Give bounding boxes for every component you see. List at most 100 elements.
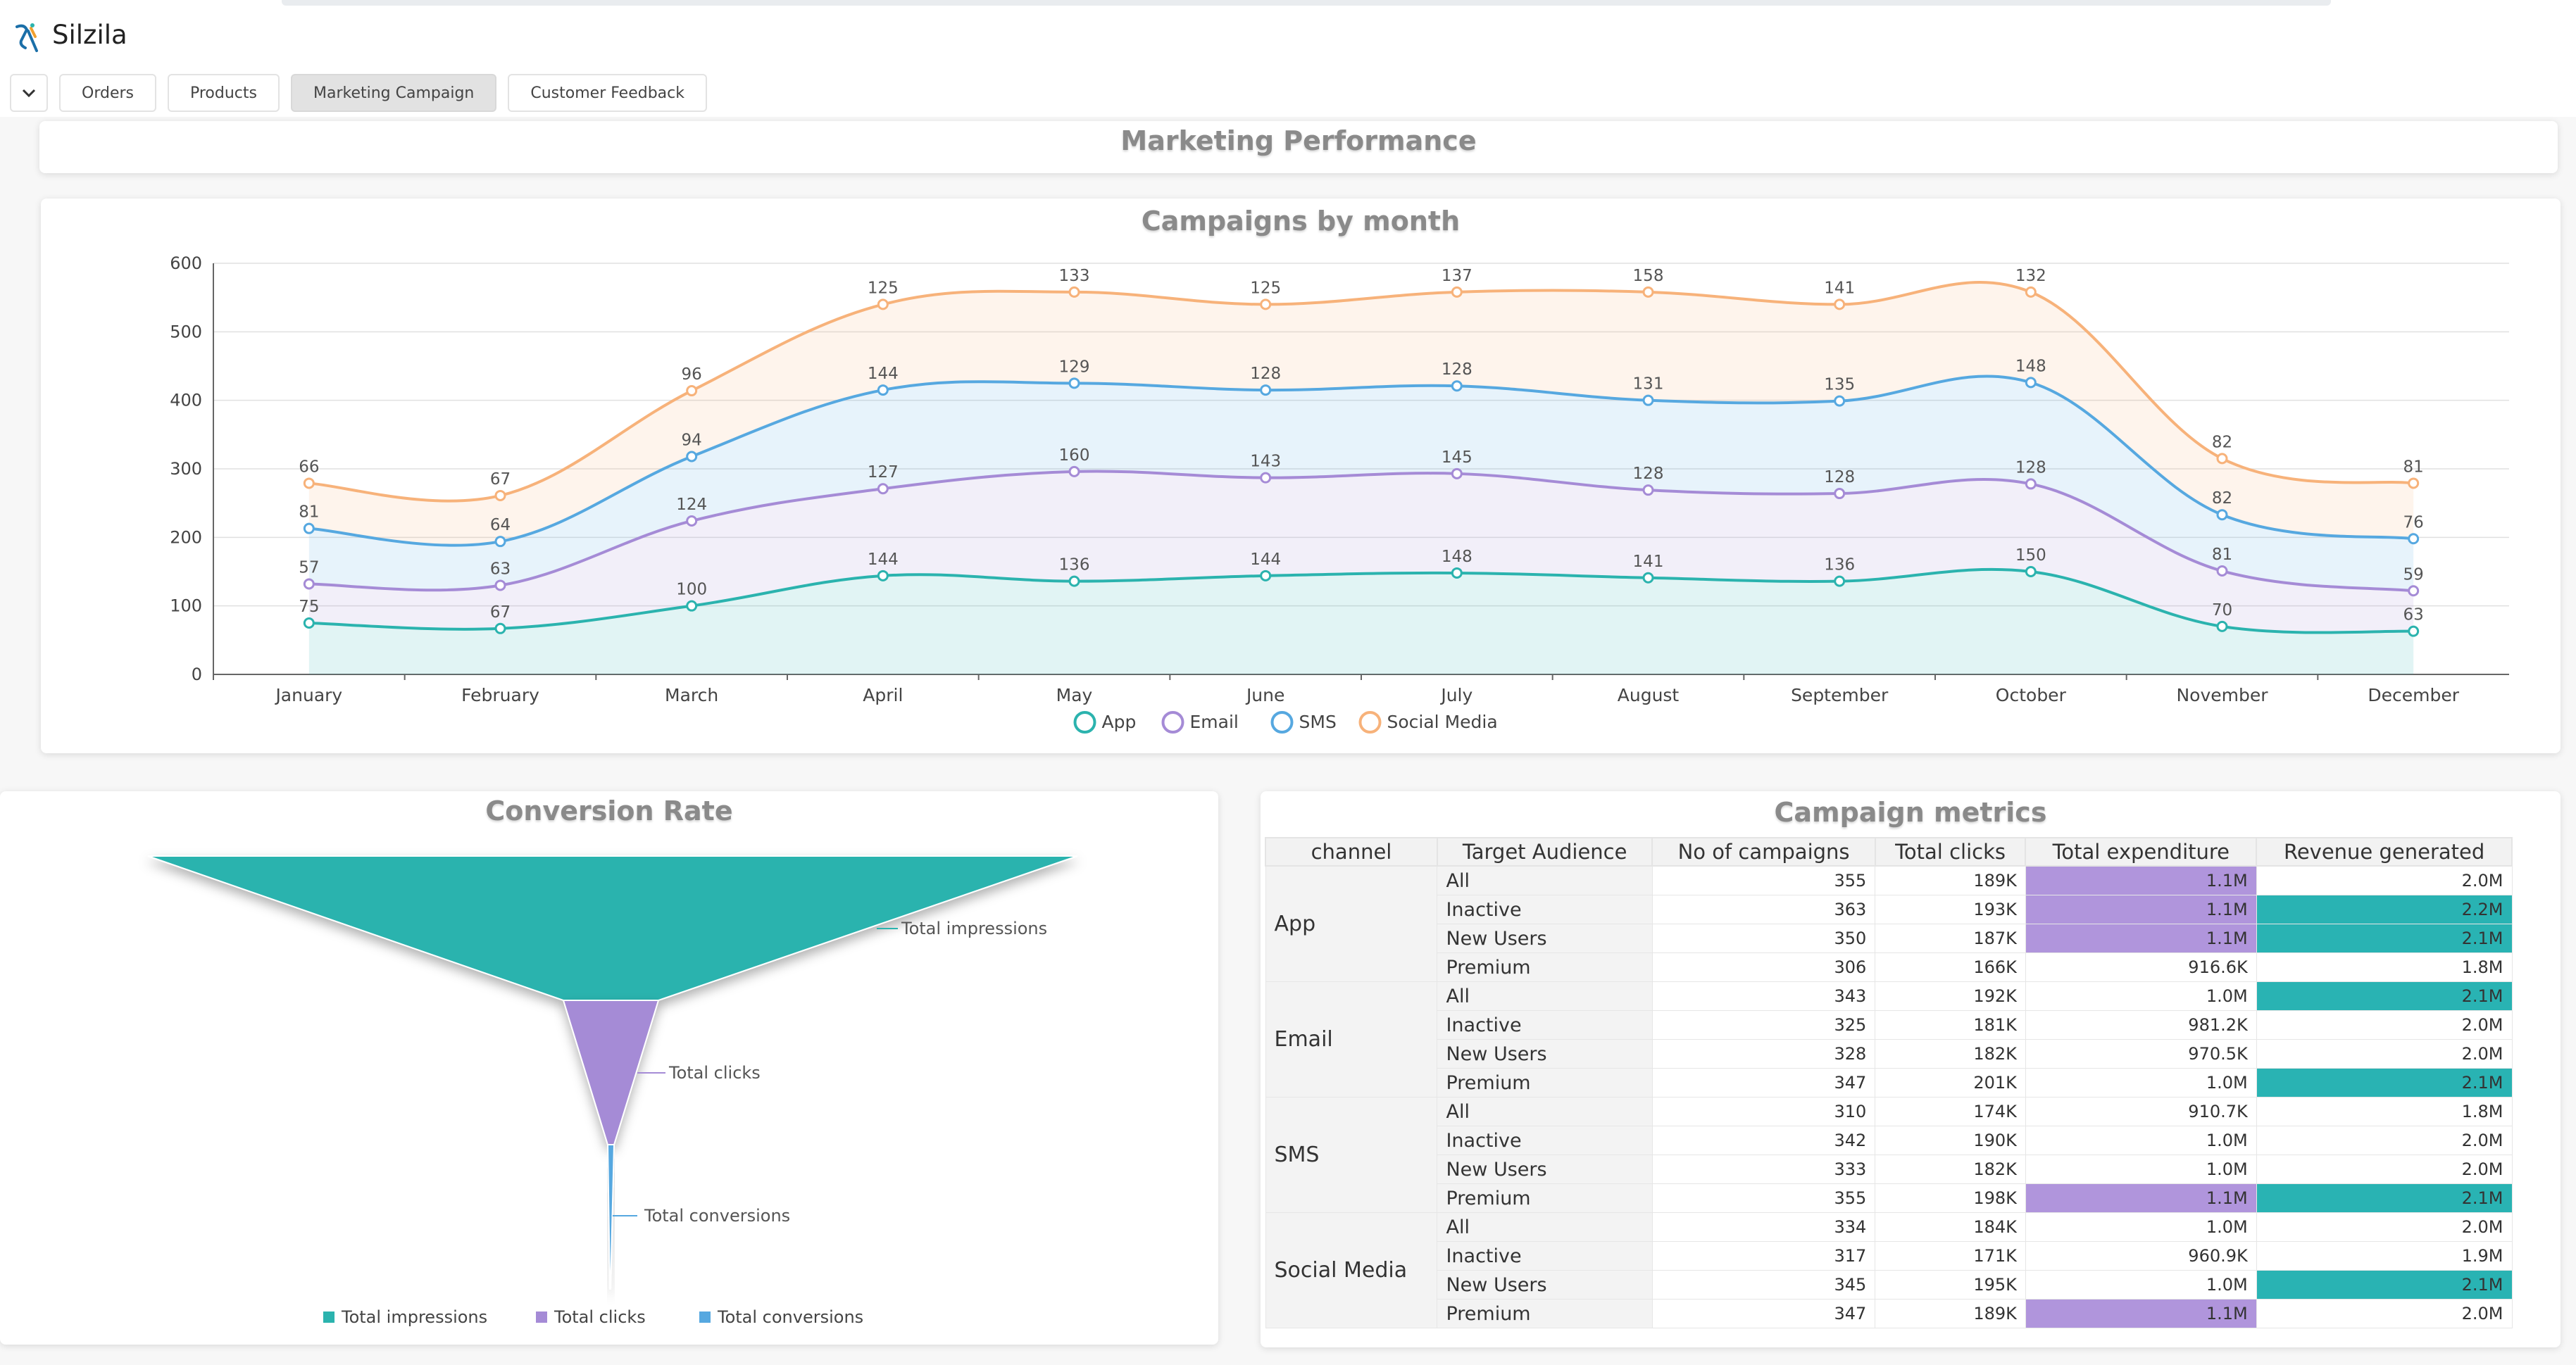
legend-marker [1073,711,1096,734]
column-header[interactable]: Revenue generated [2256,837,2513,867]
dashboard-title-card[interactable]: Marketing Performance [39,121,2558,173]
tab-marketing-campaign[interactable]: Marketing Campaign [290,74,497,112]
value-cell: 1.8M [2256,1097,2513,1126]
data-point [1834,298,1846,310]
table-row: Email All 343 192K 1.0M 2.1M [1265,981,2513,1097]
data-label: 129 [1059,358,1090,376]
funnel-title: Conversion Rate [485,795,733,826]
y-tick-label: 600 [170,253,202,273]
data-point [2025,478,2037,490]
table-row: New Users 350 187K 1.1M 2.1M [1265,924,2513,953]
funnel-stage-label: Total clicks [668,1063,761,1083]
data-point [1642,572,1654,584]
legend-marker [699,1311,711,1323]
data-point [2216,509,2228,521]
value-cell: 1.9M [2256,1241,2513,1271]
data-point [1260,298,1272,310]
data-label: 94 [682,431,702,449]
campaigns-line-chart: 0 100 200 300 400 500 600 January February March A… [170,253,2509,734]
data-label: 125 [868,279,899,297]
data-point [1068,377,1080,389]
value-cell: 363 [1651,895,1876,924]
value-cell: 2.1M [2256,1068,2513,1097]
tab-customer-feedback[interactable]: Customer Feedback [508,74,707,112]
table-row: New Users 328 182K 970.5K 2.0M [1265,1039,2513,1069]
data-point [1834,488,1846,500]
value-cell: 2.0M [2256,1299,2513,1328]
data-point [877,298,889,310]
column-header[interactable]: Target Audience [1436,837,1653,867]
value-cell: 1.1M [2025,1299,2257,1328]
channel-cell: App [1265,865,1438,982]
funnel-stage-label: Total impressions [901,919,1047,938]
value-cell: 187K [1875,924,2026,953]
audience-cell: New Users [1437,1270,1653,1300]
column-header[interactable]: Total expenditure [2025,837,2258,867]
campaigns-by-month-card[interactable]: Campaigns by month 0 100 200 300 400 500 600 Ja… [41,199,2561,753]
value-cell: 2.0M [2256,1212,2513,1242]
legend-marker [1358,711,1382,734]
value-cell: 1.0M [2025,981,2257,1011]
table-row: Premium 347 189K 1.1M 2.0M [1265,1299,2513,1328]
x-tick-label: May [1056,685,1093,705]
data-label: 64 [490,516,511,534]
data-label: 125 [1250,279,1281,297]
value-cell: 189K [1875,1299,2026,1328]
table-title: Campaign metrics [1774,797,2047,828]
conversion-rate-card[interactable]: Conversion Rate Total impressions Total c… [0,791,1218,1345]
area-email [308,471,2414,633]
data-label: 63 [2403,606,2424,624]
value-cell: 1.0M [2025,1212,2257,1242]
data-label: 128 [1250,365,1281,383]
audience-cell: Inactive [1437,895,1653,924]
data-labels: 75 67 100 144 136 144 148 141 136 150 70 63 57 63 124 1… [299,267,2424,624]
column-header[interactable]: No of campaigns [1651,837,1876,867]
data-point [1068,465,1080,477]
value-cell: 1.1M [2025,895,2257,924]
data-point [2408,477,2420,489]
data-label: 145 [1442,448,1473,467]
data-point [1642,484,1654,496]
data-point [494,489,506,501]
data-label: 57 [299,559,319,577]
value-cell: 328 [1651,1039,1876,1069]
x-tick-label: January [274,685,342,705]
value-cell: 2.1M [2256,1183,2513,1213]
audience-cell: Inactive [1437,1126,1653,1155]
data-point [2408,585,2420,597]
value-cell: 192K [1875,981,2026,1011]
value-cell: 2.0M [2256,1039,2513,1069]
value-cell: 2.0M [2256,1010,2513,1040]
x-tick-label: February [461,685,539,705]
y-tick-label: 500 [170,322,202,341]
table-row: App All 355 189K 1.1M 2.0M [1265,865,2513,982]
value-cell: 2.1M [2256,981,2513,1011]
table-row: Inactive 325 181K 981.2K 2.0M [1265,1010,2513,1040]
table-row: Social Media All 334 184K 1.0M 2.0M [1265,1212,2513,1328]
table-row: Premium 347 201K 1.0M 2.1M [1265,1068,2513,1097]
data-point [686,385,698,397]
value-cell: 343 [1651,981,1876,1011]
app-header: Silzila [0,0,2576,63]
data-label: 75 [299,598,319,616]
value-cell: 182K [1875,1039,2026,1069]
value-cell: 2.1M [2256,1270,2513,1300]
tabs-dropdown-button[interactable] [10,74,48,112]
value-cell: 1.0M [2025,1155,2257,1184]
line-app [308,567,2414,634]
data-point [1068,575,1080,587]
campaign-metrics-card[interactable]: Campaign metrics channel Target Audience N… [1261,791,2561,1347]
tab-orders[interactable]: Orders [59,74,156,112]
data-point [303,617,315,629]
column-header[interactable]: Total clicks [1874,837,2027,867]
data-point [2025,286,2037,298]
x-tick-label: July [1439,685,1473,705]
legend-label: Email [1190,712,1239,732]
data-point [1260,570,1272,581]
value-cell: 970.5K [2025,1039,2257,1069]
legend-label: Total conversions [717,1307,863,1327]
value-cell: 181K [1875,1010,2026,1040]
column-header[interactable]: channel [1265,837,1438,867]
audience-cell: All [1437,1097,1653,1126]
tab-products[interactable]: Products [167,74,280,112]
